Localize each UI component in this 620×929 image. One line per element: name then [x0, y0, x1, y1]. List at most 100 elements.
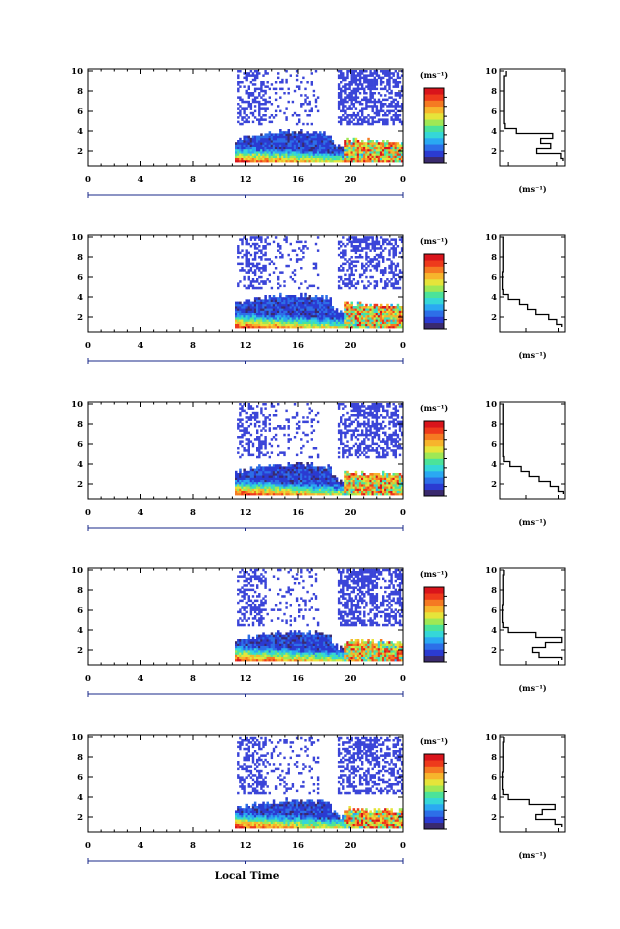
heatmap-cell [270, 312, 274, 316]
heatmap-cell [367, 321, 370, 324]
heatmap-cell [319, 477, 322, 480]
heatmap-cell [298, 427, 301, 430]
heatmap-cell [388, 280, 391, 283]
heatmap-cell [331, 475, 335, 478]
heatmap-cell [371, 87, 374, 91]
heatmap-cell [316, 273, 320, 277]
heatmap-cell [277, 492, 280, 496]
heatmap-cell [251, 306, 255, 309]
heatmap-cell [300, 129, 303, 132]
heatmap-cell [289, 297, 293, 300]
heatmap-cell [365, 477, 368, 480]
heatmap-cell [281, 137, 284, 141]
x-tick-label: 0 [400, 175, 406, 185]
heatmap-cell [241, 475, 244, 478]
heatmap-cell [256, 157, 259, 161]
heatmap-cell [325, 317, 328, 320]
heatmap-cell [260, 146, 263, 150]
heatmap-cell [358, 479, 362, 483]
heatmap-cell [274, 486, 278, 489]
heatmap-cell [342, 159, 345, 163]
heatmap-cell [281, 470, 284, 474]
heatmap-cell [256, 264, 259, 268]
heatmap-cell [306, 484, 309, 487]
heatmap-cell [291, 314, 295, 318]
heatmap-cell [310, 438, 313, 441]
heatmap-cell [346, 310, 349, 313]
heatmap-cell [384, 431, 387, 435]
heatmap-cell [400, 431, 404, 435]
heatmap-cell [249, 488, 253, 491]
heatmap-cell [270, 157, 274, 161]
heatmap-cell [283, 453, 286, 457]
heatmap-cell [365, 308, 368, 311]
heatmap-cell [302, 468, 305, 472]
heatmap-cell [245, 76, 248, 80]
heatmap-cell [337, 447, 341, 450]
heatmap-cell [298, 323, 301, 327]
heatmap-cell [337, 407, 341, 410]
heatmap-cell [388, 157, 391, 161]
heatmap-cell [356, 420, 360, 424]
heatmap-cell [337, 83, 341, 86]
heatmap-cell [289, 477, 293, 480]
y-tick-label: 6 [77, 273, 83, 283]
heatmap-cell [394, 280, 397, 283]
heatmap-cell [382, 447, 385, 450]
heatmap-cell [262, 422, 265, 426]
heatmap-cell [258, 151, 261, 154]
heatmap-cell [281, 484, 284, 487]
heatmap-cell [306, 122, 309, 126]
heatmap-cell [394, 151, 398, 154]
heatmap-cell [253, 325, 257, 329]
heatmap-cell [316, 146, 320, 150]
heatmap-cell [247, 144, 251, 147]
heatmap-cell [342, 312, 345, 316]
heatmap-cell [266, 314, 269, 318]
heatmap-cell [379, 447, 383, 450]
heatmap-cell [289, 492, 293, 496]
heatmap-cell [316, 159, 320, 163]
heatmap-cell [321, 475, 324, 478]
heatmap-cell [333, 475, 337, 478]
heatmap-cell [287, 468, 290, 472]
heatmap-cell [266, 312, 269, 316]
heatmap-cell [245, 271, 248, 274]
heatmap-cell [340, 94, 343, 97]
heatmap-cell [245, 249, 248, 252]
heatmap-cell [392, 314, 395, 318]
heatmap-cell [277, 486, 280, 489]
heatmap-cell [245, 479, 248, 483]
heatmap-cell [384, 477, 387, 480]
heatmap-cell [377, 74, 381, 77]
heatmap-cell [386, 78, 389, 82]
heatmap-cell [390, 157, 393, 161]
heatmap-cell [323, 301, 326, 305]
heatmap-cell [340, 87, 343, 91]
heatmap-cell [365, 486, 368, 489]
heatmap-cell [384, 144, 387, 147]
heatmap-cell [243, 484, 246, 487]
heatmap-cell [300, 282, 303, 285]
heatmap-cell [295, 122, 299, 126]
heatmap-cell [264, 253, 267, 257]
heatmap-cell [323, 131, 326, 134]
heatmap-cell [369, 407, 372, 410]
heatmap-cell [247, 492, 251, 496]
heatmap-cell [377, 409, 381, 413]
heatmap-cell [277, 153, 280, 156]
heatmap-cell [369, 140, 372, 143]
heatmap-cell [291, 303, 295, 307]
heatmap-cell [323, 146, 326, 150]
heatmap-cell [260, 490, 263, 494]
heatmap-cell [237, 247, 240, 250]
heatmap-cell [287, 87, 290, 91]
heatmap-cell [272, 299, 276, 302]
heatmap-cell [358, 83, 362, 86]
heatmap-cell [375, 83, 379, 86]
heatmap-cell [373, 100, 376, 104]
heatmap-cell [352, 405, 355, 408]
heatmap-cell [335, 488, 339, 491]
heatmap-cell [340, 310, 343, 313]
heatmap-cell [241, 310, 244, 313]
